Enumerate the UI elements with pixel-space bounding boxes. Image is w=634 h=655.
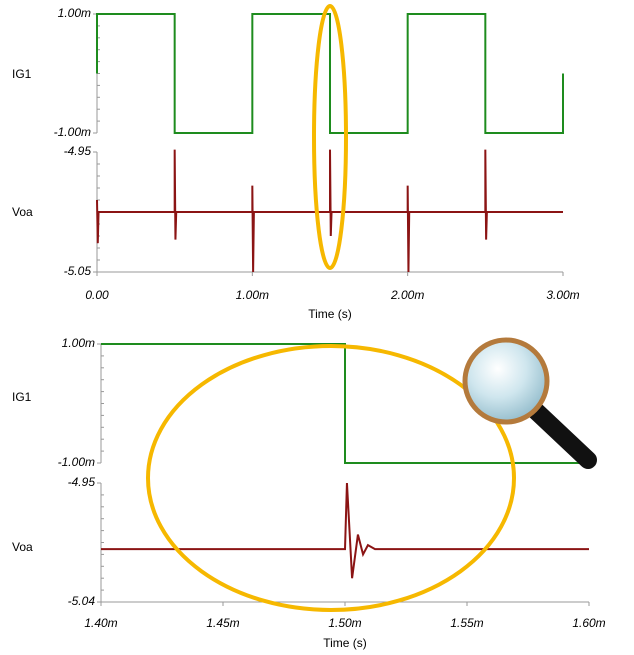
y-axis-label: Voa — [12, 540, 33, 554]
x-tick-label: 1.00m — [236, 288, 269, 302]
line-series — [96, 149, 563, 273]
x-tick-label: 0.00 — [85, 288, 109, 302]
x-tick-label: 1.50m — [328, 616, 361, 630]
x-tick-label: 1.40m — [84, 616, 117, 630]
x-tick-label: 2.00m — [390, 288, 424, 302]
x-axis-label: Time (s) — [308, 307, 352, 321]
y-tick-label: -5.04 — [68, 594, 96, 608]
x-tick-label: 3.00m — [546, 288, 579, 302]
y-tick-label: -5.05 — [64, 264, 92, 278]
x-tick-label: 1.60m — [572, 616, 605, 630]
x-tick-label: 1.55m — [450, 616, 483, 630]
x-axis-label: Time (s) — [323, 636, 367, 650]
highlight-ellipse — [312, 4, 348, 270]
y-tick-label: -1.00m — [54, 125, 91, 139]
line-series — [101, 482, 589, 579]
highlight-ellipse — [146, 344, 516, 612]
y-axis-label: Voa — [12, 205, 33, 219]
y-tick-label: -4.95 — [64, 144, 92, 158]
magnifier-lens — [462, 337, 550, 425]
y-tick-label: -4.95 — [68, 475, 96, 489]
line-series — [101, 343, 589, 464]
y-axis-label: IG1 — [12, 67, 32, 81]
magnifier-handle — [527, 402, 597, 469]
x-tick-label: 1.45m — [206, 616, 239, 630]
y-tick-label: 1.00m — [58, 6, 91, 20]
y-tick-label: 1.00m — [62, 336, 95, 350]
y-axis-label: IG1 — [12, 390, 32, 404]
y-tick-label: -1.00m — [58, 455, 95, 469]
line-series — [96, 13, 564, 134]
